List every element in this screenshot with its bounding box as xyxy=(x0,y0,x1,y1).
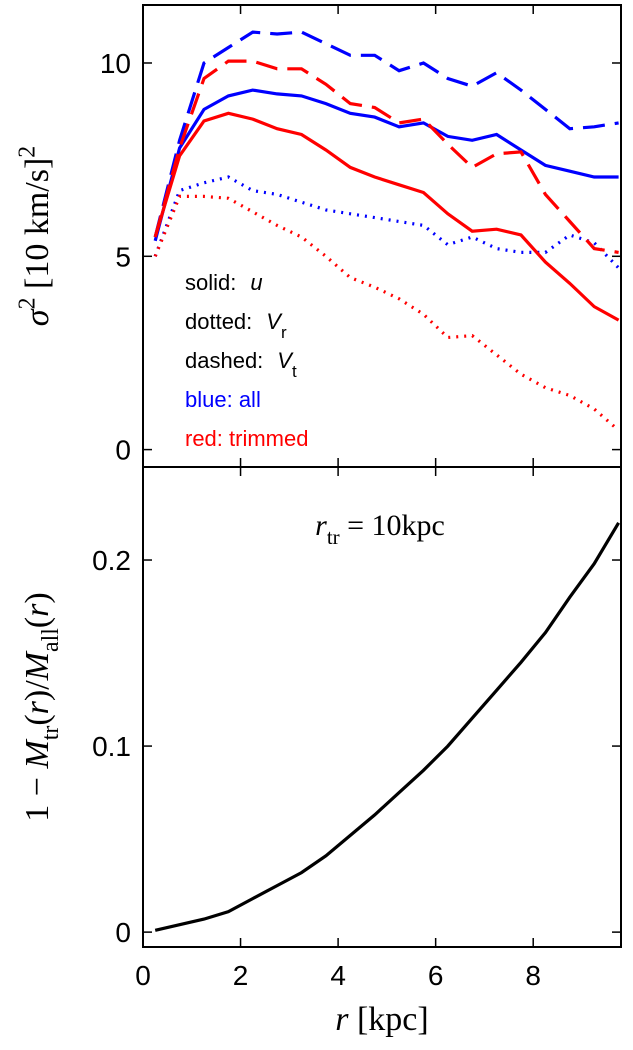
legend-entry: red: trimmed xyxy=(185,426,308,451)
text-part: all xyxy=(38,628,64,652)
text-part: tr xyxy=(327,525,340,549)
text-part: = 10kpc xyxy=(340,509,445,542)
panel: 00.10.20 2 4 6 81 − Mtr(r)/Mall(r)r [kpc]rtr… xyxy=(19,466,622,1038)
text-part: ) xyxy=(19,592,56,603)
legend-entry: solid: u xyxy=(185,270,263,295)
x-tick-label: 6 xyxy=(428,960,444,991)
plot-frame xyxy=(142,466,622,948)
legend-entry: dotted: Vr xyxy=(185,309,287,342)
legend-symbol: V xyxy=(277,348,294,373)
x-axis-label: r [kpc] xyxy=(335,1001,428,1038)
data-line xyxy=(153,88,619,242)
data-line xyxy=(153,175,620,270)
x-tick-label: 0 xyxy=(135,960,151,991)
x-tick-label: 4 xyxy=(330,960,346,991)
data-line xyxy=(153,59,619,254)
text-part: 1 − xyxy=(19,769,56,822)
legend-text: dashed: xyxy=(185,348,263,373)
text-part: r xyxy=(19,603,56,617)
annotation: rtr = 10kpc xyxy=(315,509,445,549)
y-tick-label: 0.2 xyxy=(92,545,131,576)
text-part: 2 xyxy=(14,298,40,310)
y-axis-label: σ2 [10 km/s]2 xyxy=(14,146,56,326)
data-line xyxy=(154,521,620,932)
text-part: M xyxy=(19,650,56,681)
legend-text: solid: xyxy=(185,270,236,295)
legend-symbol: u xyxy=(250,270,262,295)
text-part: ( xyxy=(19,714,56,725)
legend-sub: r xyxy=(281,323,287,342)
text-part: tr xyxy=(38,726,64,741)
text-part: r xyxy=(19,700,56,714)
x-tick-label: 2 xyxy=(233,960,249,991)
y-tick-label: 5 xyxy=(115,241,131,272)
legend-text: red: trimmed xyxy=(185,426,308,451)
data-line xyxy=(153,111,620,322)
text-part: r xyxy=(315,509,327,542)
text-part: ( xyxy=(19,617,56,628)
legend-text: blue: all xyxy=(185,387,261,412)
y-tick-label: 10 xyxy=(100,48,131,79)
data-line xyxy=(153,30,619,238)
text-part: [10 km/s] xyxy=(19,158,56,298)
text-part: )/ xyxy=(19,680,56,701)
legend-symbol: V xyxy=(266,309,283,334)
text-part: [kpc] xyxy=(348,1001,428,1038)
legend-entry: dashed: Vt xyxy=(185,348,297,381)
text-part: 2 xyxy=(14,146,40,158)
text-part: σ xyxy=(19,308,56,326)
x-tick-label: 8 xyxy=(525,960,541,991)
text-part: r xyxy=(335,1001,349,1038)
y-tick-label: 0 xyxy=(115,435,131,466)
y-axis-label: 1 − Mtr(r)/Mall(r) xyxy=(19,592,64,821)
legend-sub: t xyxy=(292,362,297,381)
y-tick-label: 0.1 xyxy=(92,731,131,762)
y-tick-label: 0 xyxy=(115,917,131,948)
legend-text: dotted: xyxy=(185,309,252,334)
legend-entry: blue: all xyxy=(185,387,261,412)
text-part: M xyxy=(19,739,56,770)
